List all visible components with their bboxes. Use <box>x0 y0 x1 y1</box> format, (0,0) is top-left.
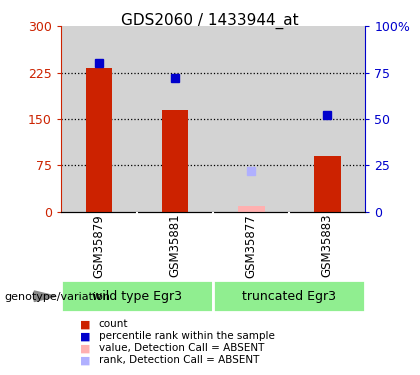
Text: count: count <box>99 320 128 329</box>
Bar <box>162 110 189 212</box>
Text: ■: ■ <box>80 332 90 341</box>
Text: GSM35877: GSM35877 <box>245 214 258 278</box>
Bar <box>238 206 265 212</box>
Text: GDS2060 / 1433944_at: GDS2060 / 1433944_at <box>121 13 299 29</box>
Bar <box>86 68 112 212</box>
Text: GSM35879: GSM35879 <box>92 214 105 278</box>
Text: rank, Detection Call = ABSENT: rank, Detection Call = ABSENT <box>99 356 259 365</box>
Text: value, Detection Call = ABSENT: value, Detection Call = ABSENT <box>99 344 264 353</box>
Bar <box>314 156 341 212</box>
Text: percentile rank within the sample: percentile rank within the sample <box>99 332 275 341</box>
Polygon shape <box>34 291 56 302</box>
Bar <box>213 280 365 312</box>
Text: ■: ■ <box>80 356 90 365</box>
Bar <box>61 280 213 312</box>
Text: GSM35883: GSM35883 <box>321 214 334 278</box>
Text: genotype/variation: genotype/variation <box>4 292 110 302</box>
Text: wild type Egr3: wild type Egr3 <box>92 290 182 303</box>
Text: truncated Egr3: truncated Egr3 <box>242 290 336 303</box>
Text: GSM35881: GSM35881 <box>168 214 181 278</box>
Text: ■: ■ <box>80 344 90 353</box>
Text: ■: ■ <box>80 320 90 329</box>
